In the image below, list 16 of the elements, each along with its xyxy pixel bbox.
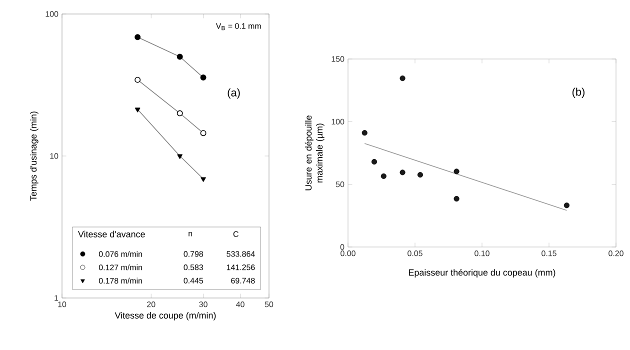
legend-title: Vitesse d'avance [78, 230, 145, 238]
y-axis-title: Temps d'usinage (min) [30, 112, 38, 201]
annotation: (b) [572, 88, 584, 98]
point [362, 130, 368, 136]
point [371, 158, 378, 165]
point [564, 202, 570, 208]
annotation: (a) [228, 88, 240, 99]
x-axis-title: Vitesse de coupe (m/min) [114, 312, 216, 320]
x-axis-title: Epaisseur théorique du copeau (mm) [408, 268, 556, 278]
point [380, 173, 386, 179]
point [454, 196, 460, 202]
y-axis-title: Usure en dépouille maximale (µm) [304, 116, 324, 190]
point [400, 170, 406, 176]
point [417, 172, 424, 178]
point [400, 76, 406, 82]
point [454, 168, 460, 174]
